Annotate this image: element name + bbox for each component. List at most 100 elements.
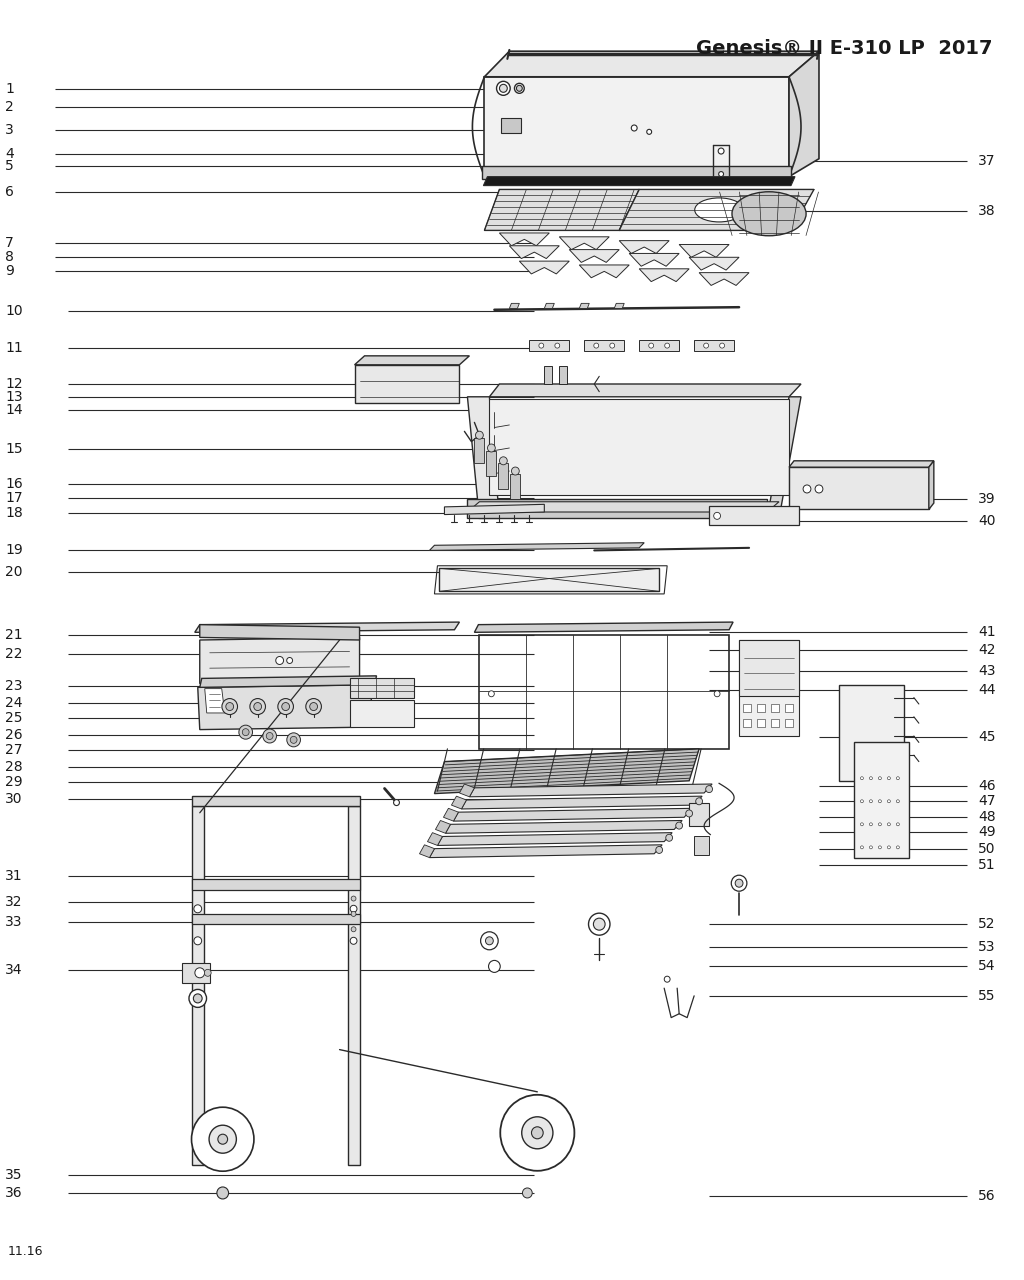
Circle shape (589, 913, 610, 936)
Bar (743, 704, 751, 712)
Text: 23: 23 (5, 680, 23, 692)
Polygon shape (437, 833, 672, 845)
Text: 25: 25 (5, 712, 23, 724)
Circle shape (266, 732, 273, 740)
Polygon shape (452, 796, 466, 809)
Circle shape (695, 797, 702, 805)
Circle shape (665, 977, 670, 982)
Circle shape (475, 431, 483, 439)
Polygon shape (545, 366, 552, 384)
Circle shape (254, 703, 261, 710)
Text: 38: 38 (978, 205, 995, 218)
Text: 40: 40 (978, 515, 995, 527)
Circle shape (516, 86, 522, 91)
Text: 7: 7 (5, 237, 13, 250)
Polygon shape (191, 806, 204, 1165)
Circle shape (631, 125, 637, 131)
Polygon shape (484, 77, 790, 177)
Circle shape (896, 823, 899, 826)
Circle shape (521, 1116, 553, 1149)
Polygon shape (484, 189, 639, 230)
Circle shape (350, 937, 357, 945)
Text: 47: 47 (978, 795, 995, 808)
Circle shape (531, 1126, 543, 1139)
Text: 51: 51 (978, 859, 995, 872)
Circle shape (485, 937, 494, 945)
Text: 53: 53 (978, 941, 995, 954)
Polygon shape (349, 700, 415, 727)
Text: 1: 1 (5, 82, 14, 96)
Text: 36: 36 (5, 1187, 23, 1199)
Polygon shape (854, 742, 909, 858)
Bar (771, 719, 779, 727)
Circle shape (706, 786, 713, 792)
Text: Genesis® II E-310 LP 2017: Genesis® II E-310 LP 2017 (695, 40, 992, 58)
Circle shape (665, 343, 670, 348)
Text: 10: 10 (5, 305, 23, 317)
Circle shape (487, 444, 496, 452)
Text: 26: 26 (5, 728, 23, 741)
Text: 45: 45 (978, 731, 995, 744)
Circle shape (718, 148, 724, 154)
Polygon shape (429, 543, 644, 550)
Bar (785, 658, 793, 666)
Circle shape (263, 730, 276, 742)
Text: 19: 19 (5, 544, 23, 557)
Circle shape (869, 823, 872, 826)
Text: 39: 39 (978, 493, 995, 506)
Text: 30: 30 (5, 792, 23, 805)
Text: 32: 32 (5, 896, 23, 909)
Text: 46: 46 (978, 780, 995, 792)
Polygon shape (545, 303, 554, 308)
Bar (785, 689, 793, 696)
Circle shape (488, 691, 495, 696)
Polygon shape (839, 685, 904, 781)
Circle shape (275, 657, 284, 664)
Bar (785, 719, 793, 727)
Polygon shape (349, 678, 415, 698)
Circle shape (676, 822, 683, 829)
Text: 2: 2 (5, 100, 13, 114)
Text: 29: 29 (5, 776, 23, 788)
Circle shape (194, 937, 202, 945)
Text: 55: 55 (978, 989, 995, 1002)
Ellipse shape (732, 192, 806, 236)
Polygon shape (191, 796, 359, 806)
Polygon shape (509, 246, 559, 259)
Text: 34: 34 (5, 964, 23, 977)
Polygon shape (439, 568, 659, 591)
Circle shape (888, 800, 890, 803)
Text: 11.16: 11.16 (8, 1245, 43, 1258)
Bar (743, 658, 751, 666)
Polygon shape (559, 237, 609, 250)
Polygon shape (559, 366, 567, 384)
Polygon shape (467, 499, 767, 518)
Polygon shape (429, 845, 663, 858)
Bar (757, 689, 765, 696)
Bar (771, 704, 779, 712)
Circle shape (720, 343, 725, 348)
Polygon shape (469, 783, 712, 796)
Text: 6: 6 (5, 186, 14, 198)
Circle shape (500, 84, 507, 92)
Circle shape (888, 846, 890, 849)
Circle shape (217, 1187, 228, 1199)
Circle shape (222, 699, 238, 714)
Circle shape (896, 800, 899, 803)
Circle shape (287, 658, 293, 663)
Circle shape (879, 846, 882, 849)
Text: 4: 4 (5, 147, 13, 160)
Text: 43: 43 (978, 664, 995, 677)
Polygon shape (200, 637, 359, 684)
Polygon shape (699, 273, 750, 285)
Circle shape (879, 777, 882, 780)
Text: 14: 14 (5, 403, 23, 416)
Circle shape (555, 343, 560, 348)
Circle shape (686, 810, 692, 817)
Polygon shape (354, 365, 460, 403)
Polygon shape (614, 303, 625, 308)
Polygon shape (486, 451, 497, 476)
Text: 12: 12 (5, 378, 23, 390)
Polygon shape (354, 356, 469, 365)
Text: 22: 22 (5, 648, 23, 660)
